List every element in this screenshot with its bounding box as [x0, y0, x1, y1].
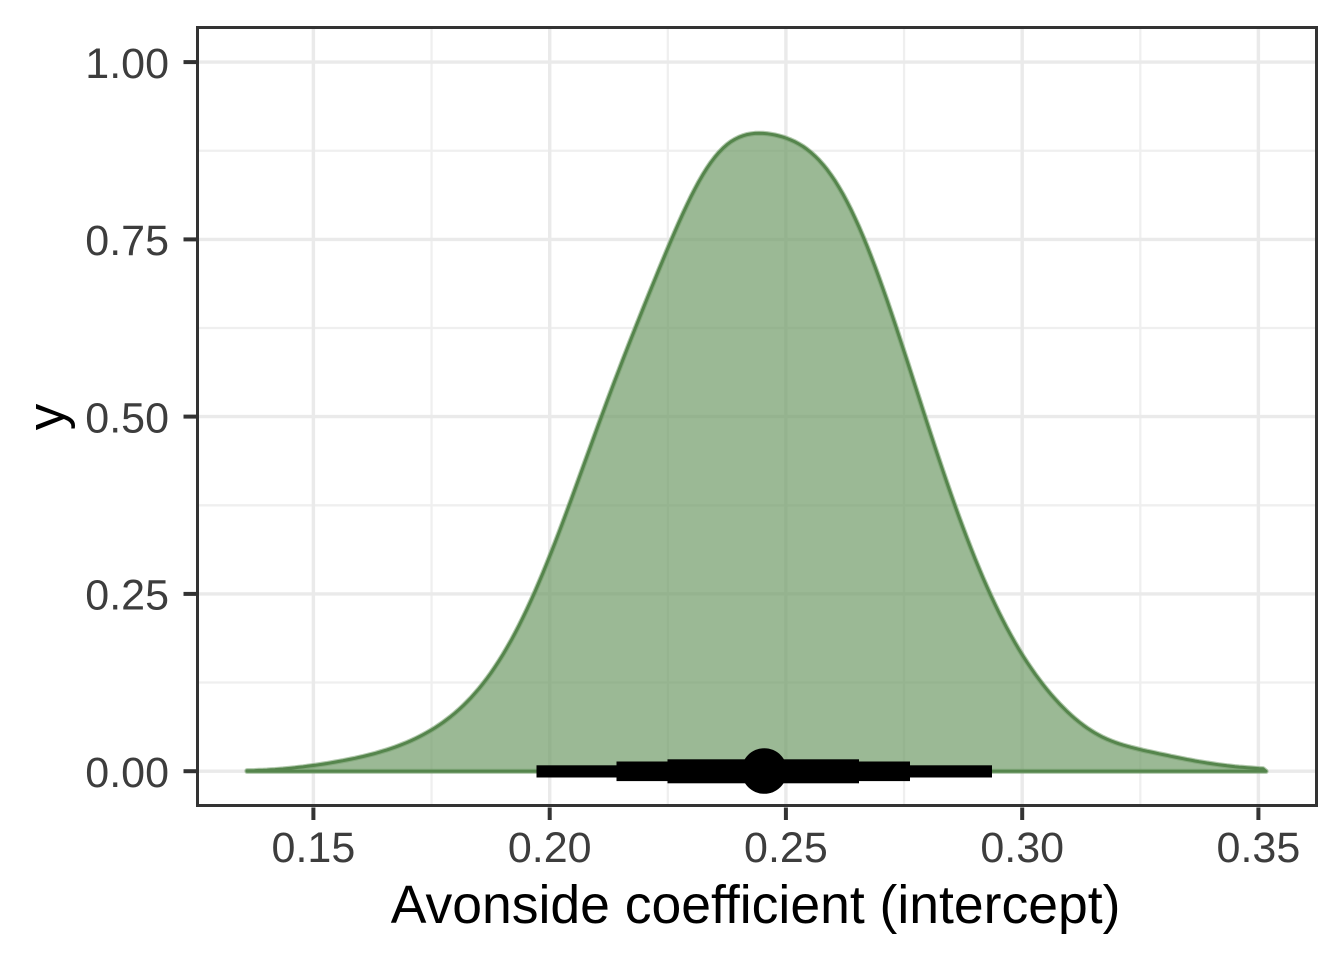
- svg-text:0.20: 0.20: [508, 824, 592, 872]
- svg-text:y: y: [17, 403, 76, 430]
- svg-text:0.30: 0.30: [980, 824, 1064, 872]
- svg-text:Avonside coefficient (intercep: Avonside coefficient (intercept): [391, 876, 1121, 935]
- svg-text:0.15: 0.15: [272, 824, 356, 872]
- svg-text:0.00: 0.00: [85, 749, 169, 797]
- svg-text:0.50: 0.50: [85, 394, 169, 442]
- svg-text:0.75: 0.75: [85, 217, 169, 265]
- svg-text:0.25: 0.25: [744, 824, 828, 872]
- svg-text:0.25: 0.25: [85, 572, 169, 620]
- svg-text:0.35: 0.35: [1217, 824, 1301, 872]
- svg-text:1.00: 1.00: [85, 40, 169, 88]
